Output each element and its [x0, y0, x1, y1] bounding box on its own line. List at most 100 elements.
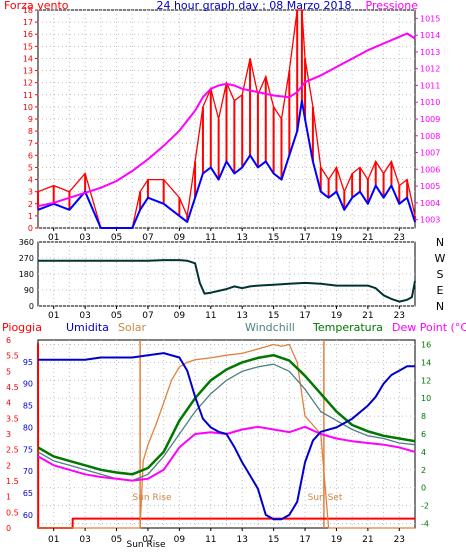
wind-tick-label: 1 [28, 212, 33, 221]
x-tick-label: 19 [331, 233, 343, 243]
windchill-line [37, 363, 416, 482]
wind-tick-label: 7 [28, 139, 33, 148]
x-tick-label: 05 [111, 233, 122, 243]
temp-tick-label: 16 [421, 340, 431, 349]
x-tick-label: 01 [48, 535, 59, 545]
pressure-tick-label: 1003 [420, 216, 440, 225]
wind-tick-label: 16 [23, 30, 33, 39]
x-tick-label: 01 [48, 311, 59, 321]
sun-set-label: Sun Set [308, 493, 343, 503]
x-tick-label: 07 [142, 535, 153, 545]
pressure-tick-label: 1015 [420, 14, 440, 23]
pressure-tick-label: 1007 [420, 149, 440, 158]
x-tick-label: 13 [236, 233, 247, 243]
pressure-tick-label: 1011 [420, 81, 440, 90]
x-tick-label: 21 [362, 311, 373, 321]
dewpoint-label: Dew Point (°C) [392, 321, 466, 334]
x-tick-label: 03 [79, 535, 90, 545]
x-tick-label: 23 [394, 233, 405, 243]
direction-tick-label: 0 [29, 302, 34, 311]
rain-tick-label: 2 [6, 461, 11, 470]
humidity-line [38, 352, 415, 521]
x-tick-label: 05 [111, 535, 122, 545]
temp-tick-label: 10 [421, 394, 431, 403]
wind-tick-label: 4 [28, 176, 33, 185]
compass-label: N [436, 236, 444, 249]
rain-tick-label: 0.5 [6, 508, 19, 517]
rain-tick-label: 1.5 [6, 477, 19, 486]
direction-tick-label: 360 [19, 238, 34, 247]
x-tick-label: 07 [142, 233, 153, 243]
x-tick-label: 17 [299, 233, 310, 243]
x-tick-label: 23 [394, 311, 405, 321]
sun-rise-label: Sun Rise [133, 493, 172, 503]
wind-tick-label: 5 [28, 163, 33, 172]
temp-tick-label: 8 [421, 412, 426, 421]
x-tick-label: 01 [48, 233, 59, 243]
wind-tick-label: 10 [23, 103, 33, 112]
x-tick-label: 09 [174, 535, 186, 545]
humidity-tick-label: 95 [23, 358, 33, 367]
panel2-plot [38, 259, 416, 303]
temp-tick-label: 12 [421, 376, 431, 385]
humidity-axis-label: Umidita [66, 321, 109, 334]
rain-tick-label: 3.5 [6, 414, 19, 423]
compass-label: E [437, 284, 444, 297]
rain-tick-label: 1 [6, 493, 11, 502]
humidity-tick-label: 65 [23, 489, 33, 498]
x-tick-label: 11 [205, 311, 216, 321]
x-tick-label: 13 [236, 311, 247, 321]
compass-label: W [435, 252, 446, 265]
rain-tick-label: 2.5 [6, 446, 19, 455]
x-tick-label: 03 [79, 233, 90, 243]
solar-line [38, 343, 415, 529]
pressure-axis-label: Pressione [366, 0, 419, 12]
wind-gust-line [37, 9, 416, 229]
wind-tick-label: 12 [23, 79, 33, 88]
wind-tick-label: 15 [23, 42, 33, 51]
rain-tick-label: 0 [6, 524, 11, 533]
pressure-tick-label: 1014 [420, 31, 440, 40]
panel1-axes: 0123456789101112131415161718100310041005… [23, 6, 441, 243]
x-tick-label: 09 [174, 311, 186, 321]
pressure-tick-label: 1013 [420, 48, 440, 57]
panel1-plot [37, 9, 416, 229]
x-tick-label: 21 [362, 535, 373, 545]
wind-tick-label: 18 [23, 6, 33, 15]
x-tick-label: 07 [142, 311, 153, 321]
panel3-grid [38, 340, 415, 528]
wind-tick-label: 2 [28, 200, 33, 209]
x-tick-label: 11 [205, 535, 216, 545]
x-tick-label: 19 [331, 535, 343, 545]
wind-average-line [37, 99, 416, 229]
x-tick-label: 15 [268, 311, 279, 321]
temperature-line [37, 353, 416, 476]
humidity-tick-label: 85 [23, 402, 33, 411]
pressure-tick-label: 1010 [420, 98, 440, 107]
windchill-label: Windchill [245, 321, 295, 334]
sun-rise-x-label: Sun Rise [127, 540, 166, 550]
rain-tick-label: 3 [6, 430, 11, 439]
solar-label: Solar [118, 321, 147, 334]
x-tick-label: 23 [394, 535, 405, 545]
temp-tick-label: 14 [421, 358, 431, 367]
wind-tick-label: 3 [28, 188, 33, 197]
wind-tick-label: 13 [23, 67, 33, 76]
wind-tick-label: 8 [28, 127, 33, 136]
direction-tick-label: 180 [19, 270, 34, 279]
x-tick-label: 13 [236, 535, 247, 545]
temp-tick-label: -2 [421, 502, 429, 511]
x-tick-label: 03 [79, 311, 90, 321]
x-tick-label: 17 [299, 535, 310, 545]
panel2-axes: 0 N 90 E 180 S 270 W 360 N 01 03 05 07 09 11 13 15 17 19 21 2… [19, 236, 446, 321]
compass-label: N [436, 300, 444, 313]
wind-tick-label: 9 [28, 115, 33, 124]
humidity-tick-label: 80 [23, 423, 33, 432]
panel3-plot [37, 340, 416, 529]
pressure-tick-label: 1006 [420, 165, 440, 174]
rain-tick-label: 6 [6, 336, 11, 345]
direction-tick-label: 90 [24, 286, 34, 295]
pressure-line [37, 32, 416, 208]
wind-tick-label: 6 [28, 151, 33, 160]
